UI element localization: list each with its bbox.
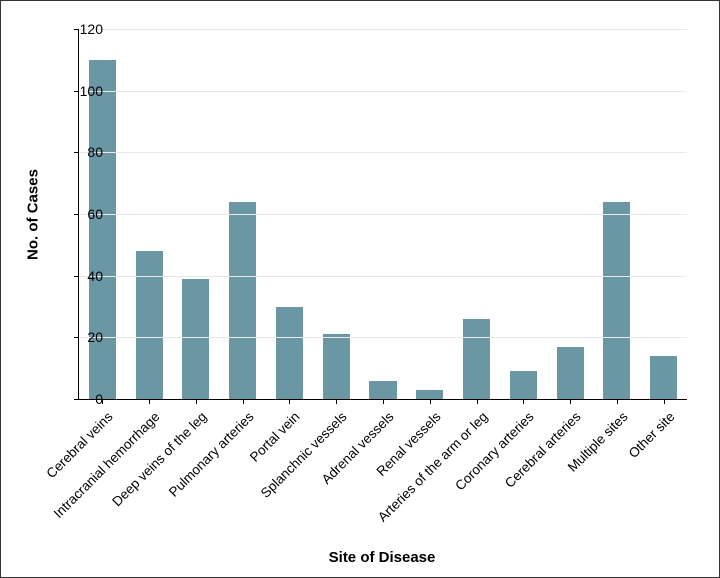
bar — [650, 356, 677, 399]
gridline — [79, 91, 687, 92]
y-tick-label: 20 — [73, 329, 103, 345]
y-tick-label: 100 — [73, 83, 103, 99]
gridline — [79, 152, 687, 153]
bar — [136, 251, 163, 399]
chart-frame: No. of Cases Site of Disease 02040608010… — [0, 0, 720, 578]
bar — [369, 381, 396, 400]
x-tick-mark — [149, 399, 150, 404]
x-tick-label: Cerebral veins — [0, 409, 116, 561]
x-tick-mark — [523, 399, 524, 404]
bar — [463, 319, 490, 399]
bar — [603, 202, 630, 399]
gridline — [79, 276, 687, 277]
bar — [182, 279, 209, 399]
x-tick-mark — [196, 399, 197, 404]
y-tick-label: 60 — [73, 206, 103, 222]
bar — [416, 390, 443, 399]
x-tick-mark — [430, 399, 431, 404]
x-tick-mark — [617, 399, 618, 404]
x-tick-mark — [570, 399, 571, 404]
y-tick-label: 80 — [73, 144, 103, 160]
x-tick-mark — [477, 399, 478, 404]
bar — [229, 202, 256, 399]
gridline — [79, 337, 687, 338]
bar — [557, 347, 584, 399]
bar — [89, 60, 116, 399]
y-axis-title: No. of Cases — [25, 165, 42, 265]
bar — [276, 307, 303, 400]
plot-area — [78, 29, 687, 400]
y-tick-label: 40 — [73, 268, 103, 284]
y-tick-label: 0 — [73, 391, 103, 407]
y-tick-label: 120 — [73, 21, 103, 37]
x-tick-mark — [336, 399, 337, 404]
gridline — [79, 214, 687, 215]
x-tick-mark — [289, 399, 290, 404]
x-tick-mark — [664, 399, 665, 404]
x-tick-mark — [243, 399, 244, 404]
bar — [323, 334, 350, 399]
x-tick-mark — [383, 399, 384, 404]
bar — [510, 371, 537, 399]
gridline — [79, 29, 687, 30]
